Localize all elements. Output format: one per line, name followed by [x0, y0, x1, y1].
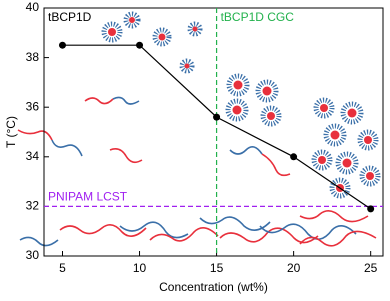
- y-tick-label: 38: [26, 50, 40, 64]
- data-point: [136, 41, 144, 49]
- x-tick-label: 25: [364, 261, 378, 275]
- plot-frame: [43, 7, 384, 257]
- y-tick-label: 34: [26, 149, 40, 163]
- x-tick-label: 5: [59, 261, 66, 275]
- x-tick-label: 15: [210, 261, 224, 275]
- reference-label: tBCP1D CGC: [221, 10, 295, 24]
- inset-title: tBCP1D: [48, 10, 92, 24]
- data-point: [58, 41, 66, 49]
- x-tick-label: 20: [287, 261, 301, 275]
- data-point: [290, 153, 298, 161]
- illustration: [17, 11, 381, 247]
- y-tick-label: 32: [26, 199, 40, 213]
- data-point: [367, 205, 375, 213]
- data-point: [213, 113, 221, 121]
- y-tick-label: 40: [26, 0, 40, 14]
- reference-label: PNIPAM LCST: [48, 190, 128, 204]
- x-axis-label: Concentration (wt%): [159, 280, 268, 294]
- x-tick-label: 10: [133, 261, 147, 275]
- y-tick-label: 30: [26, 248, 40, 262]
- y-axis-label: T (°C): [4, 116, 18, 148]
- y-tick-label: 36: [26, 99, 40, 113]
